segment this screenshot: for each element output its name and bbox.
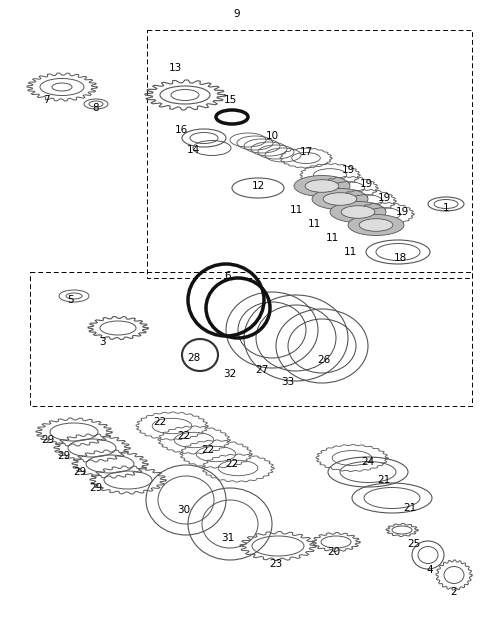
Text: 17: 17 bbox=[300, 147, 312, 157]
Ellipse shape bbox=[341, 206, 375, 219]
Text: 22: 22 bbox=[226, 459, 239, 469]
Text: 19: 19 bbox=[360, 179, 372, 189]
Ellipse shape bbox=[359, 219, 393, 231]
Text: 24: 24 bbox=[361, 457, 374, 467]
Text: 10: 10 bbox=[265, 131, 278, 141]
Text: 1: 1 bbox=[443, 203, 449, 213]
Text: 8: 8 bbox=[93, 103, 99, 113]
Text: 33: 33 bbox=[281, 377, 295, 387]
Text: 29: 29 bbox=[89, 483, 103, 493]
Text: 28: 28 bbox=[187, 353, 201, 363]
Text: 18: 18 bbox=[394, 253, 407, 263]
Text: 15: 15 bbox=[223, 95, 237, 105]
Text: 27: 27 bbox=[255, 365, 269, 375]
Ellipse shape bbox=[330, 201, 386, 222]
Ellipse shape bbox=[294, 176, 350, 197]
Text: 12: 12 bbox=[252, 181, 264, 191]
Text: 29: 29 bbox=[41, 435, 55, 445]
Text: 22: 22 bbox=[202, 445, 215, 455]
Ellipse shape bbox=[312, 188, 368, 210]
Ellipse shape bbox=[305, 179, 339, 192]
Text: 5: 5 bbox=[67, 295, 73, 305]
Text: 25: 25 bbox=[408, 539, 420, 549]
Text: 29: 29 bbox=[73, 467, 86, 477]
Ellipse shape bbox=[348, 215, 404, 235]
Text: 16: 16 bbox=[174, 125, 188, 135]
Text: 21: 21 bbox=[403, 503, 417, 513]
Text: 19: 19 bbox=[341, 165, 355, 175]
Text: 22: 22 bbox=[154, 417, 167, 427]
Text: 13: 13 bbox=[168, 63, 181, 73]
Text: 3: 3 bbox=[99, 337, 105, 347]
Text: 2: 2 bbox=[451, 587, 457, 597]
Text: 21: 21 bbox=[377, 475, 391, 485]
Text: 9: 9 bbox=[234, 9, 240, 19]
Text: 22: 22 bbox=[178, 431, 191, 441]
Text: 30: 30 bbox=[178, 505, 191, 515]
Text: 19: 19 bbox=[396, 207, 408, 217]
Text: 26: 26 bbox=[317, 355, 331, 365]
Text: 23: 23 bbox=[269, 559, 283, 569]
Text: 29: 29 bbox=[58, 451, 71, 461]
Text: 14: 14 bbox=[186, 145, 200, 155]
Text: 19: 19 bbox=[377, 193, 391, 203]
Text: 11: 11 bbox=[307, 219, 321, 229]
Text: 4: 4 bbox=[427, 565, 433, 575]
Text: 31: 31 bbox=[221, 533, 235, 543]
Text: 6: 6 bbox=[225, 271, 231, 281]
Ellipse shape bbox=[323, 193, 357, 205]
Text: 7: 7 bbox=[43, 95, 49, 105]
Text: 11: 11 bbox=[289, 205, 302, 215]
Text: 11: 11 bbox=[343, 247, 357, 257]
Text: 32: 32 bbox=[223, 369, 237, 379]
Text: 20: 20 bbox=[327, 547, 341, 557]
Text: 11: 11 bbox=[325, 233, 338, 243]
